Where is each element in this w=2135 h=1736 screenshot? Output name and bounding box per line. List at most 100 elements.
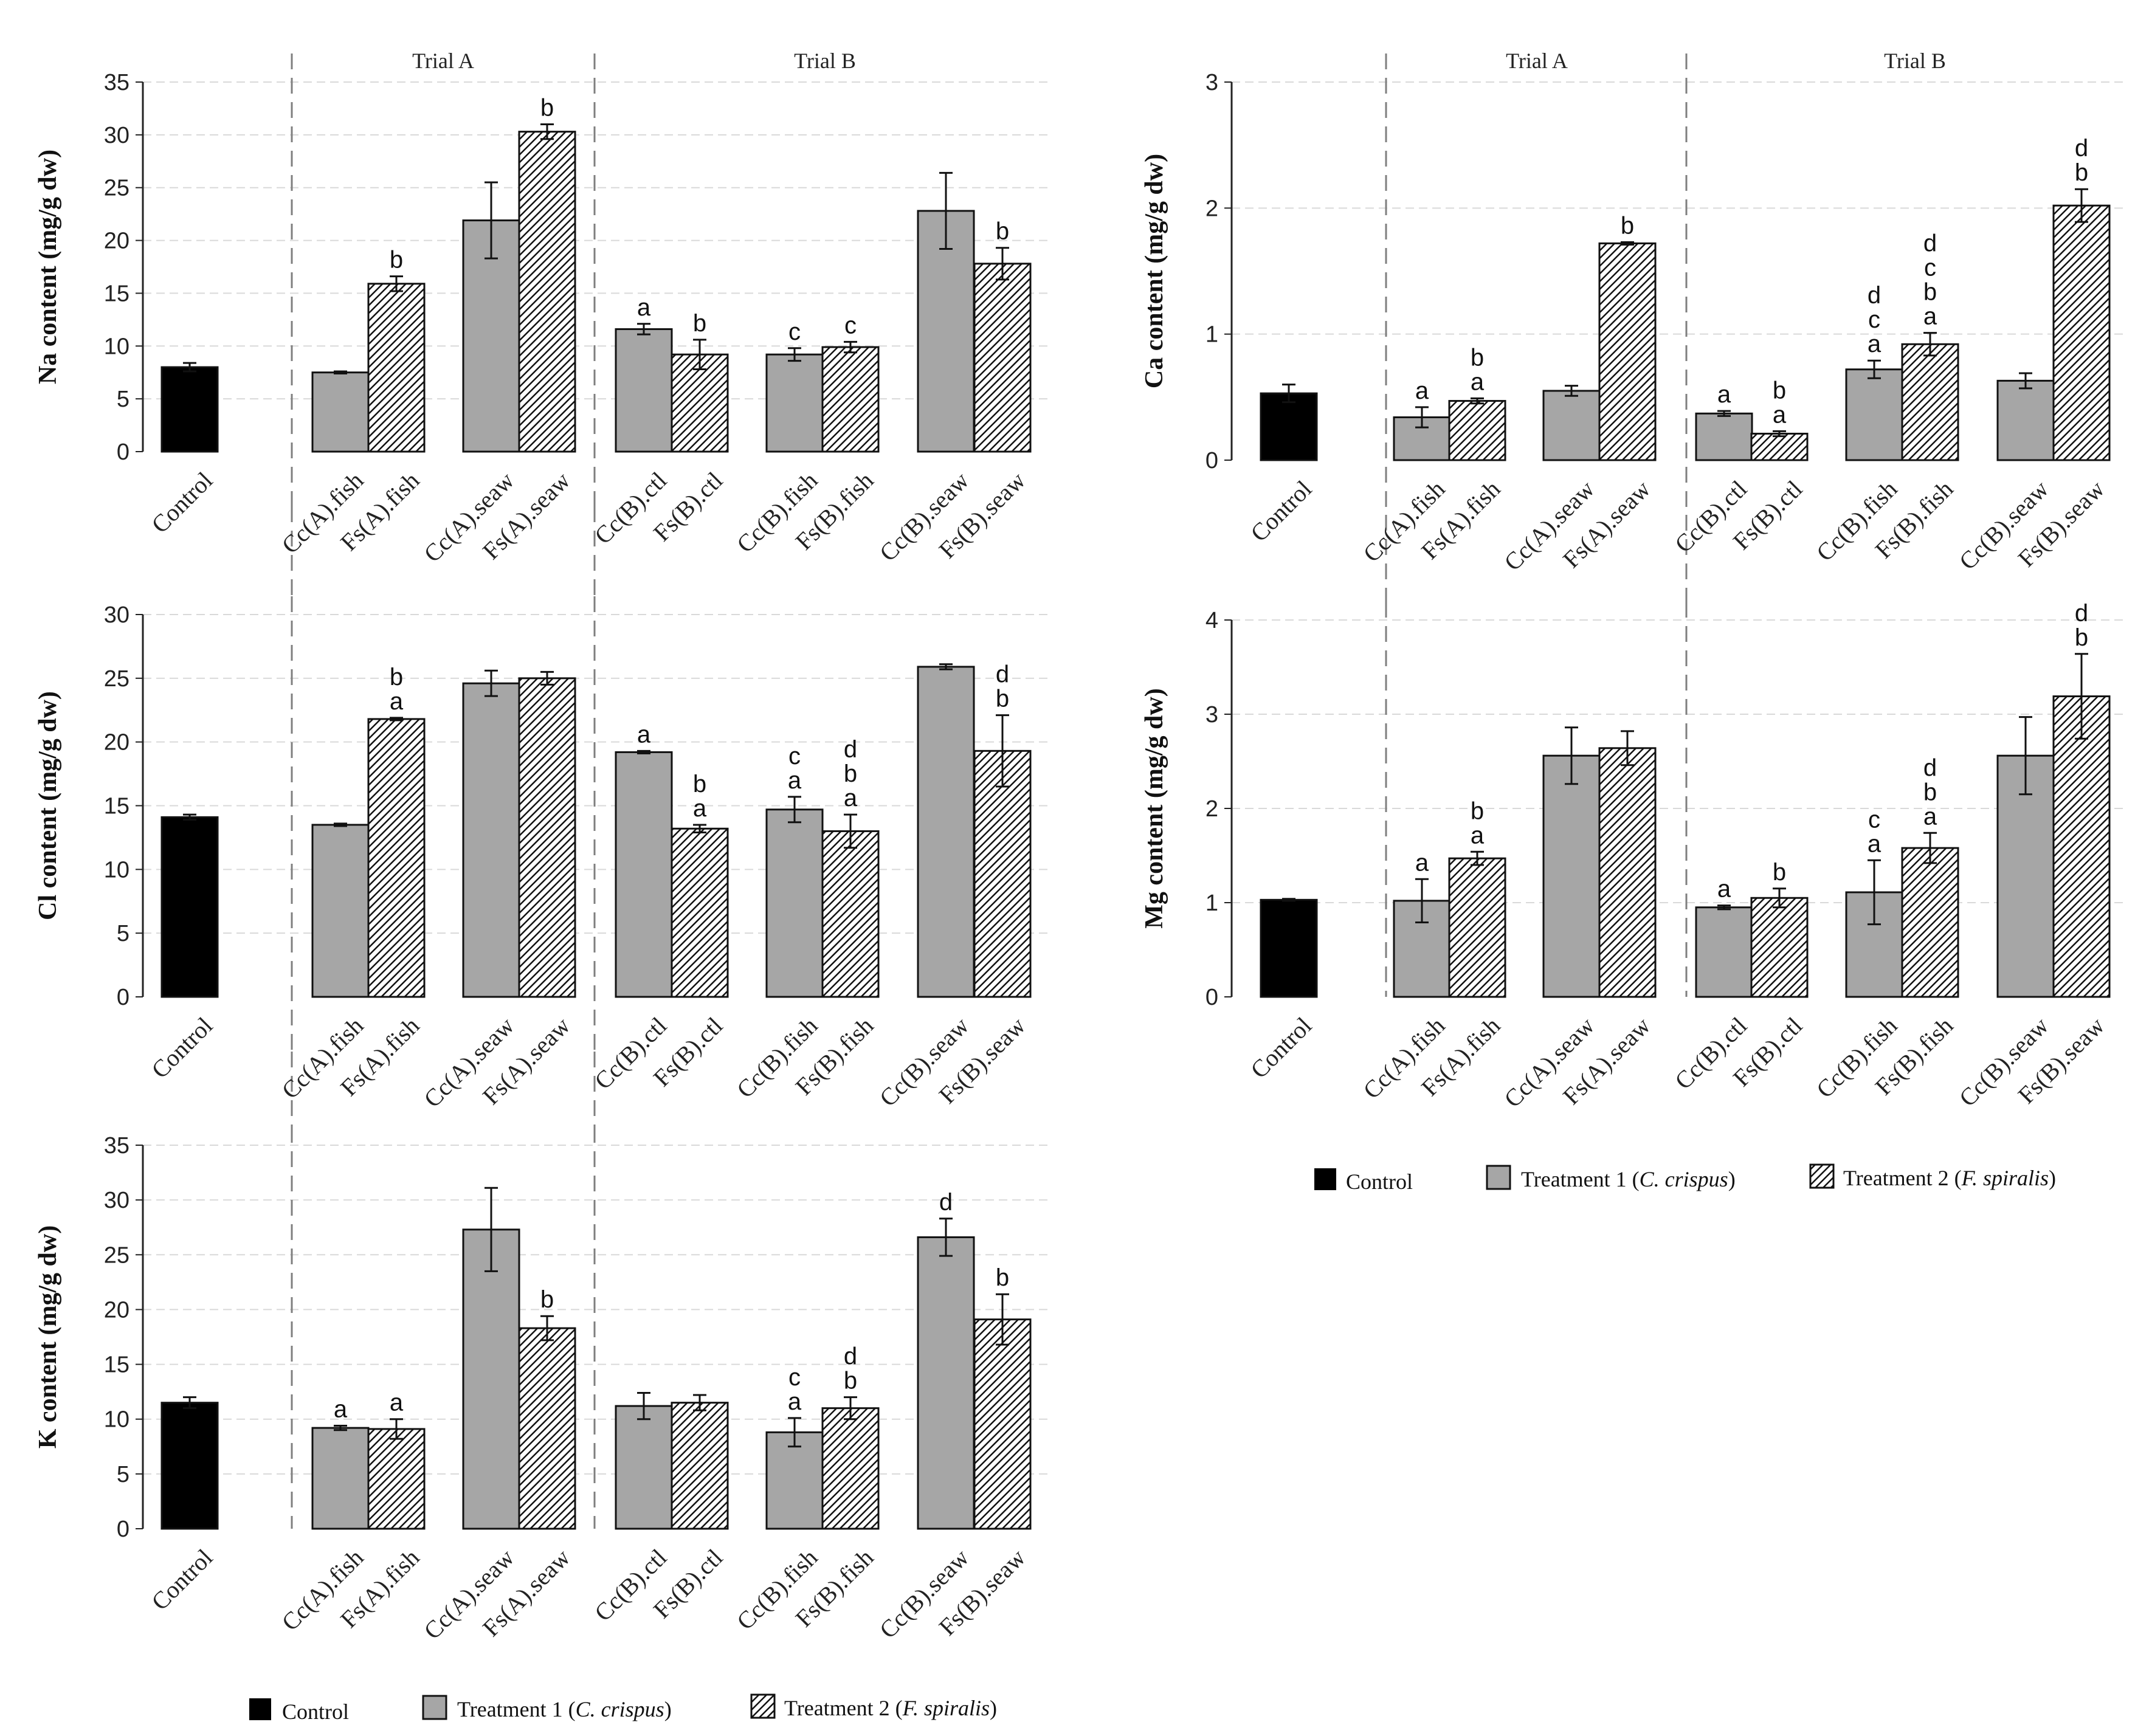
significance-letter: b bbox=[844, 1368, 857, 1394]
bar-fs-a-seaw bbox=[518, 677, 576, 998]
y-tick-label: 25 bbox=[104, 1242, 129, 1268]
significance-letter: a bbox=[788, 767, 802, 794]
significance-letter: b bbox=[996, 218, 1009, 245]
bar-fs-b-ctl bbox=[671, 827, 729, 998]
significance-letter: c bbox=[788, 743, 801, 770]
legend-label-control: Control bbox=[282, 1700, 349, 1724]
bar-cc-a-seaw bbox=[462, 1228, 520, 1530]
legend-label-treatment2: Treatment 2 (F. spiralis) bbox=[784, 1696, 997, 1720]
significance-letter: b bbox=[2075, 159, 2088, 186]
bar-fs-b-fish bbox=[1901, 847, 1959, 998]
bar-fs-a-seaw bbox=[1598, 747, 1657, 998]
bar-cc-b-seaw bbox=[917, 1236, 975, 1530]
significance-letter: a bbox=[637, 721, 651, 748]
significance-letter: a bbox=[1415, 377, 1429, 404]
significance-letter: d bbox=[2075, 135, 2088, 162]
y-tick-label: 25 bbox=[104, 666, 129, 692]
y-tick-label: 10 bbox=[104, 1407, 129, 1433]
significance-letter: d bbox=[2075, 600, 2088, 627]
significance-letter: a bbox=[1868, 331, 1881, 357]
bar-cc-a-seaw bbox=[1542, 754, 1601, 998]
y-tick-label: 25 bbox=[104, 176, 129, 201]
significance-letter: b bbox=[1923, 779, 1937, 805]
y-tick-label: 20 bbox=[104, 730, 129, 756]
y-tick-label: 1 bbox=[1205, 890, 1218, 916]
category-label: Control bbox=[146, 1012, 218, 1084]
bar-cc-a-fish bbox=[311, 371, 370, 453]
y-tick-label: 20 bbox=[104, 1297, 129, 1323]
y-tick-label: 15 bbox=[104, 281, 129, 306]
y-tick-label: 35 bbox=[104, 70, 129, 95]
legend-label-treatment2: Treatment 2 (F. spiralis) bbox=[1843, 1166, 2056, 1190]
legend-right: Control Treatment 1 (C. crispus) Treatme… bbox=[1314, 1163, 2056, 1194]
y-axis-label: Cl content (mg/g dw) bbox=[34, 691, 62, 920]
significance-letter: a bbox=[788, 1388, 802, 1415]
bar-fs-b-ctl bbox=[671, 353, 729, 453]
significance-letter: d bbox=[939, 1189, 953, 1216]
category-label: Control bbox=[1245, 475, 1317, 547]
y-tick-label: 1 bbox=[1205, 322, 1218, 348]
significance-letter: a bbox=[390, 1390, 404, 1416]
bar-cc-a-fish bbox=[311, 824, 370, 998]
bar-fs-b-fish bbox=[821, 1407, 880, 1530]
y-tick-label: 30 bbox=[104, 602, 129, 628]
y-tick-label: 20 bbox=[104, 229, 129, 254]
bar-cc-b-fish bbox=[765, 1431, 824, 1530]
y-tick-label: 0 bbox=[117, 439, 129, 465]
significance-letter: b bbox=[540, 1286, 554, 1313]
significance-letter: a bbox=[844, 785, 858, 811]
bar-cc-b-ctl bbox=[1695, 412, 1753, 461]
bar-fs-b-ctl bbox=[1750, 897, 1809, 998]
bar-cc-b-fish bbox=[765, 353, 824, 453]
y-tick-label: 2 bbox=[1205, 796, 1218, 822]
significance-letter: b bbox=[844, 760, 857, 787]
trial-a-label: Trial A bbox=[1506, 49, 1568, 73]
legend-label-treatment1: Treatment 1 (C. crispus) bbox=[1521, 1167, 1736, 1191]
bar-cc-b-seaw bbox=[917, 666, 975, 998]
y-tick-label: 30 bbox=[104, 1188, 129, 1213]
significance-letter: b bbox=[693, 310, 706, 337]
significance-letter: a bbox=[637, 294, 651, 321]
significance-letter: a bbox=[693, 795, 707, 822]
bar-fs-b-seaw bbox=[973, 263, 1032, 453]
bar-fs-b-ctl bbox=[671, 1402, 729, 1530]
significance-letter: b bbox=[1923, 279, 1937, 306]
legend-swatch-control bbox=[249, 1698, 271, 1720]
trial-a-label: Trial A bbox=[412, 49, 474, 73]
y-tick-label: 2 bbox=[1205, 196, 1218, 221]
bar-fs-a-fish bbox=[367, 1428, 426, 1530]
bar-fs-a-fish bbox=[367, 283, 426, 453]
significance-letter: a bbox=[1471, 368, 1485, 395]
bar-cc-b-seaw bbox=[1996, 379, 2055, 461]
bar-fs-b-seaw bbox=[2052, 695, 2111, 998]
bar-cc-a-seaw bbox=[462, 682, 520, 998]
significance-letter: d bbox=[1923, 754, 1937, 781]
significance-letter: b bbox=[1471, 344, 1484, 371]
y-tick-label: 5 bbox=[117, 387, 129, 412]
significance-letter: a bbox=[1415, 849, 1429, 876]
significance-letter: b bbox=[996, 1264, 1009, 1291]
significance-letter: b bbox=[1773, 377, 1786, 404]
na-content-chart: 0 5 10 15 20 25 30 35 Trial A Trial B Na content (… bbox=[34, 49, 1050, 596]
bar-control bbox=[160, 1402, 219, 1530]
bar-control bbox=[160, 816, 219, 998]
legend-swatch-treatment2 bbox=[750, 1693, 776, 1719]
y-tick-label: 3 bbox=[1205, 702, 1218, 728]
y-tick-label: 0 bbox=[117, 1517, 129, 1542]
significance-letter: a bbox=[1923, 303, 1937, 330]
bar-fs-a-seaw bbox=[1598, 242, 1657, 461]
y-tick-label: 15 bbox=[104, 1352, 129, 1378]
significance-letter: b bbox=[1471, 797, 1484, 824]
bar-fs-a-seaw bbox=[518, 131, 576, 453]
significance-letter: d bbox=[844, 1343, 857, 1370]
y-tick-label: 3 bbox=[1205, 70, 1218, 95]
significance-letter: d bbox=[1923, 230, 1937, 257]
significance-letter: a bbox=[1717, 381, 1731, 408]
significance-letter: a bbox=[1773, 401, 1787, 428]
bar-cc-b-seaw bbox=[917, 210, 975, 453]
legend-swatch-treatment2 bbox=[1809, 1163, 1835, 1189]
bar-fs-b-fish bbox=[821, 346, 880, 453]
legend-swatch-control bbox=[1314, 1168, 1336, 1190]
